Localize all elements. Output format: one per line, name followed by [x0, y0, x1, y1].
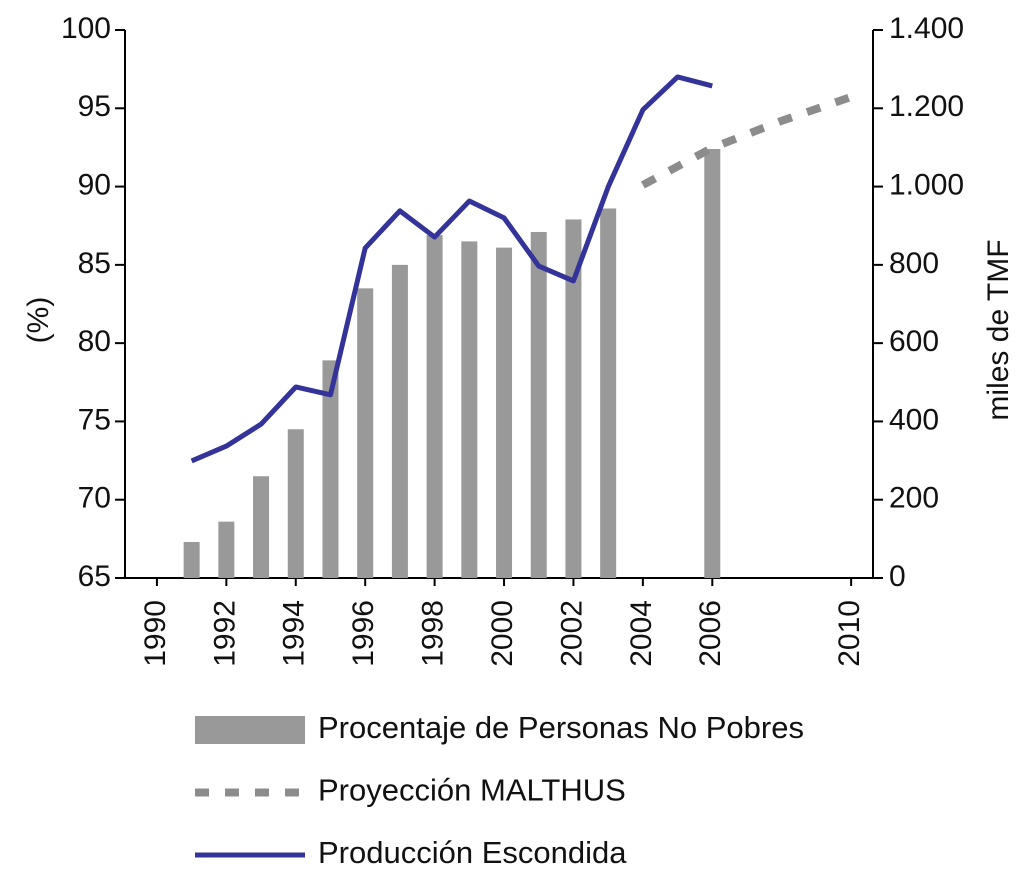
legend-label: Producción Escondida	[318, 835, 627, 870]
line	[640, 93, 853, 189]
y2-tick-label: 1.400	[889, 12, 964, 45]
y-tick-label: 85	[78, 247, 111, 280]
bar	[461, 241, 478, 578]
y2-tick-label: 400	[889, 403, 939, 436]
x-tick-label: 2010	[833, 600, 866, 667]
legend-swatch	[195, 716, 305, 744]
line	[190, 74, 713, 464]
y2-tick-label: 200	[889, 482, 939, 515]
bar	[357, 288, 374, 578]
bar	[322, 360, 339, 578]
x-tick-label: 2004	[625, 600, 658, 667]
bar	[704, 148, 721, 578]
y-tick-label: 95	[78, 90, 111, 123]
x-tick-label: 2006	[694, 600, 727, 667]
x-tick-label: 1996	[347, 600, 380, 667]
bar	[426, 235, 443, 578]
x-tick-label: 1992	[208, 600, 241, 667]
y2-tick-label: 1.000	[889, 168, 964, 201]
y-tick-label: 80	[78, 325, 111, 358]
bar	[287, 429, 304, 578]
x-tick-label: 2000	[486, 600, 519, 667]
y-tick-label: 100	[61, 12, 111, 45]
y-tick-label: 70	[78, 482, 111, 515]
bar	[183, 541, 200, 578]
bar	[496, 247, 513, 579]
y2-tick-label: 600	[889, 325, 939, 358]
bar	[530, 231, 547, 578]
bar	[218, 521, 235, 578]
y2-axis-label: miles de TMF	[982, 239, 1015, 420]
legend-label: Procentaje de Personas No Pobres	[318, 710, 804, 745]
legend-label: Proyección MALTHUS	[318, 773, 626, 808]
y-tick-label: 90	[78, 168, 111, 201]
x-tick-label: 2002	[555, 600, 588, 667]
y-tick-label: 65	[78, 560, 111, 593]
bar	[253, 476, 270, 578]
y2-tick-label: 0	[889, 560, 906, 593]
x-tick-label: 1994	[278, 600, 311, 667]
bar	[565, 219, 582, 579]
x-tick-label: 1998	[417, 600, 450, 667]
bar	[600, 208, 617, 578]
x-tick-label: 1990	[139, 600, 172, 667]
y2-tick-label: 800	[889, 247, 939, 280]
bar	[391, 264, 408, 578]
y-axis-label: (%)	[22, 297, 55, 344]
y2-tick-label: 1.200	[889, 90, 964, 123]
y-tick-label: 75	[78, 403, 111, 436]
